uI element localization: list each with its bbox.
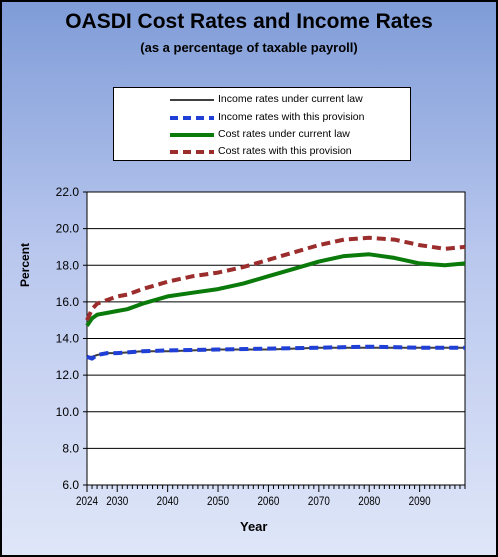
y-tick-label: 20.0 <box>56 222 80 236</box>
legend-swatch-income-provision <box>170 116 214 120</box>
x-tick-label: 2090 <box>409 496 431 508</box>
series-line-3 <box>85 235 466 322</box>
series-line-2 <box>85 252 466 327</box>
x-tick-label: 2040 <box>157 496 179 508</box>
legend-swatch-cost-current <box>170 133 214 137</box>
legend-swatch-income-current <box>170 99 214 101</box>
y-tick-label: 18.0 <box>56 258 80 272</box>
x-tick-label: 2080 <box>358 496 380 508</box>
legend-label-income-current: Income rates under current law <box>218 93 363 105</box>
chart-subtitle: (as a percentage of taxable payroll) <box>140 40 358 55</box>
y-tick-label: 12.0 <box>56 368 80 382</box>
series-line-1 <box>86 344 465 361</box>
x-tick-label: 2070 <box>308 496 330 508</box>
y-tick-label: 16.0 <box>56 295 80 309</box>
legend-item-cost-current: Cost rates under current law <box>114 126 410 144</box>
legend-item-income-current: Income rates under current law <box>114 91 410 109</box>
legend-label-cost-current: Cost rates under current law <box>218 128 350 140</box>
legend-item-income-provision: Income rates with this provision <box>114 109 410 127</box>
y-tick-label: 22.0 <box>56 185 80 199</box>
legend-swatch-cost-provision <box>170 150 214 154</box>
y-tick-label: 8.0 <box>62 441 79 455</box>
legend-label-income-provision: Income rates with this provision <box>218 111 365 123</box>
x-tick-label: 2050 <box>207 496 229 508</box>
y-tick-label: 14.0 <box>56 332 80 346</box>
y-tick-label: 10.0 <box>56 405 80 419</box>
y-axis-label: Percent <box>18 242 32 288</box>
x-axis-label: Year <box>240 519 268 534</box>
x-tick-label: 2060 <box>257 496 279 508</box>
y-tick-label: 6.0 <box>62 478 79 492</box>
legend: Income rates under current law Income ra… <box>113 87 411 161</box>
chart-title: OASDI Cost Rates and Income Rates <box>65 10 433 33</box>
x-tick-label: 2024 <box>76 496 99 508</box>
x-tick-label: 2030 <box>106 496 128 508</box>
legend-item-cost-provision: Cost rates with this provision <box>114 143 410 161</box>
legend-label-cost-provision: Cost rates with this provision <box>218 145 352 157</box>
